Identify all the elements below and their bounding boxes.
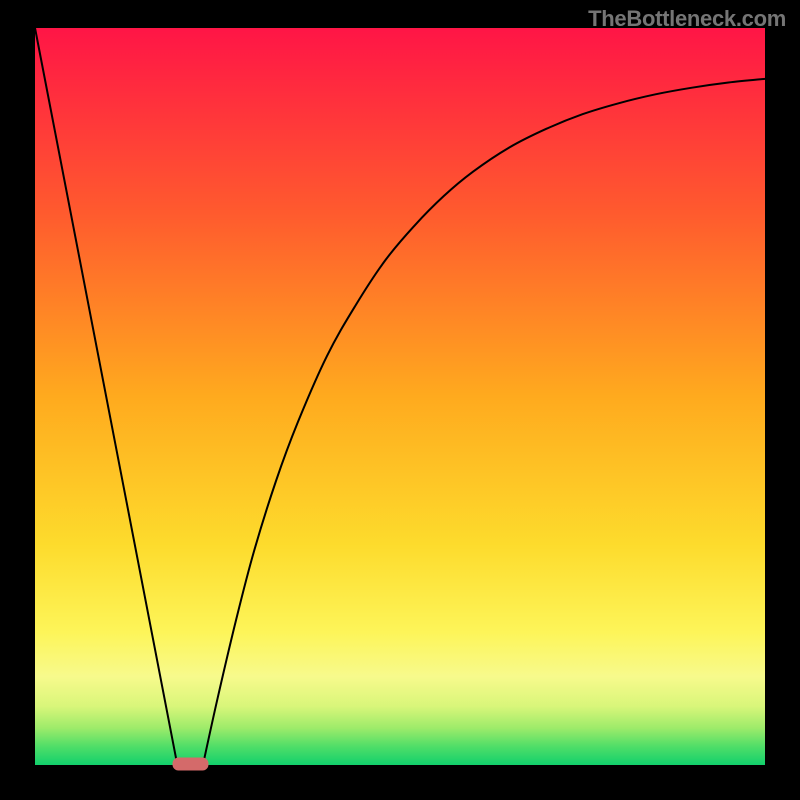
bottleneck-marker (172, 758, 208, 771)
watermark-text: TheBottleneck.com (588, 6, 786, 32)
bottleneck-chart (0, 0, 800, 800)
plot-background (35, 28, 765, 765)
chart-container: TheBottleneck.com (0, 0, 800, 800)
marker-group (172, 758, 208, 771)
